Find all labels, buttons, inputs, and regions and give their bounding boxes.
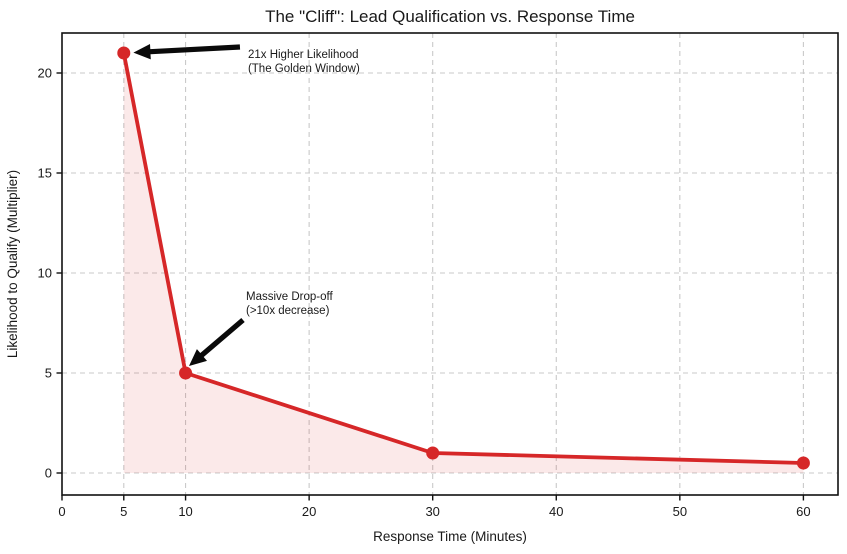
y-tick-label: 5 bbox=[45, 366, 52, 381]
data-point bbox=[426, 446, 440, 460]
plot-border bbox=[61, 32, 839, 496]
x-tick-label: 30 bbox=[425, 504, 439, 519]
annotation-arrow bbox=[133, 44, 241, 60]
x-axis-label: Response Time (Minutes) bbox=[373, 529, 527, 544]
annotation-text: Massive Drop-off (>10x decrease) bbox=[246, 291, 334, 317]
area-fill bbox=[123, 53, 804, 473]
x-tick-label: 0 bbox=[58, 504, 65, 519]
x-tick-label: 10 bbox=[178, 504, 192, 519]
annotation-arrow bbox=[189, 318, 245, 366]
x-tick-label: 60 bbox=[796, 504, 810, 519]
y-tick-label: 15 bbox=[38, 166, 52, 181]
chart-title: The "Cliff": Lead Qualification vs. Resp… bbox=[265, 7, 635, 26]
data-line bbox=[121, 51, 806, 465]
x-tick-label: 20 bbox=[302, 504, 316, 519]
annotation-text: 21x Higher Likelihood (The Golden Window) bbox=[248, 49, 360, 75]
data-point bbox=[796, 456, 810, 470]
x-tick-label: 5 bbox=[120, 504, 127, 519]
data-point bbox=[179, 366, 193, 380]
y-axis-label: Likelihood to Qualify (Multiplier) bbox=[5, 170, 20, 358]
y-tick-label: 0 bbox=[45, 466, 52, 481]
plot-area: 0 5 10 20 30 40 50 60 0 5 10 15 20 21x Higher Likelih… bbox=[38, 32, 839, 519]
data-point bbox=[117, 46, 131, 60]
x-tick-label: 40 bbox=[549, 504, 563, 519]
y-tick-label: 20 bbox=[38, 66, 52, 81]
x-tick-label: 50 bbox=[673, 504, 687, 519]
y-tick-label: 10 bbox=[38, 266, 52, 281]
